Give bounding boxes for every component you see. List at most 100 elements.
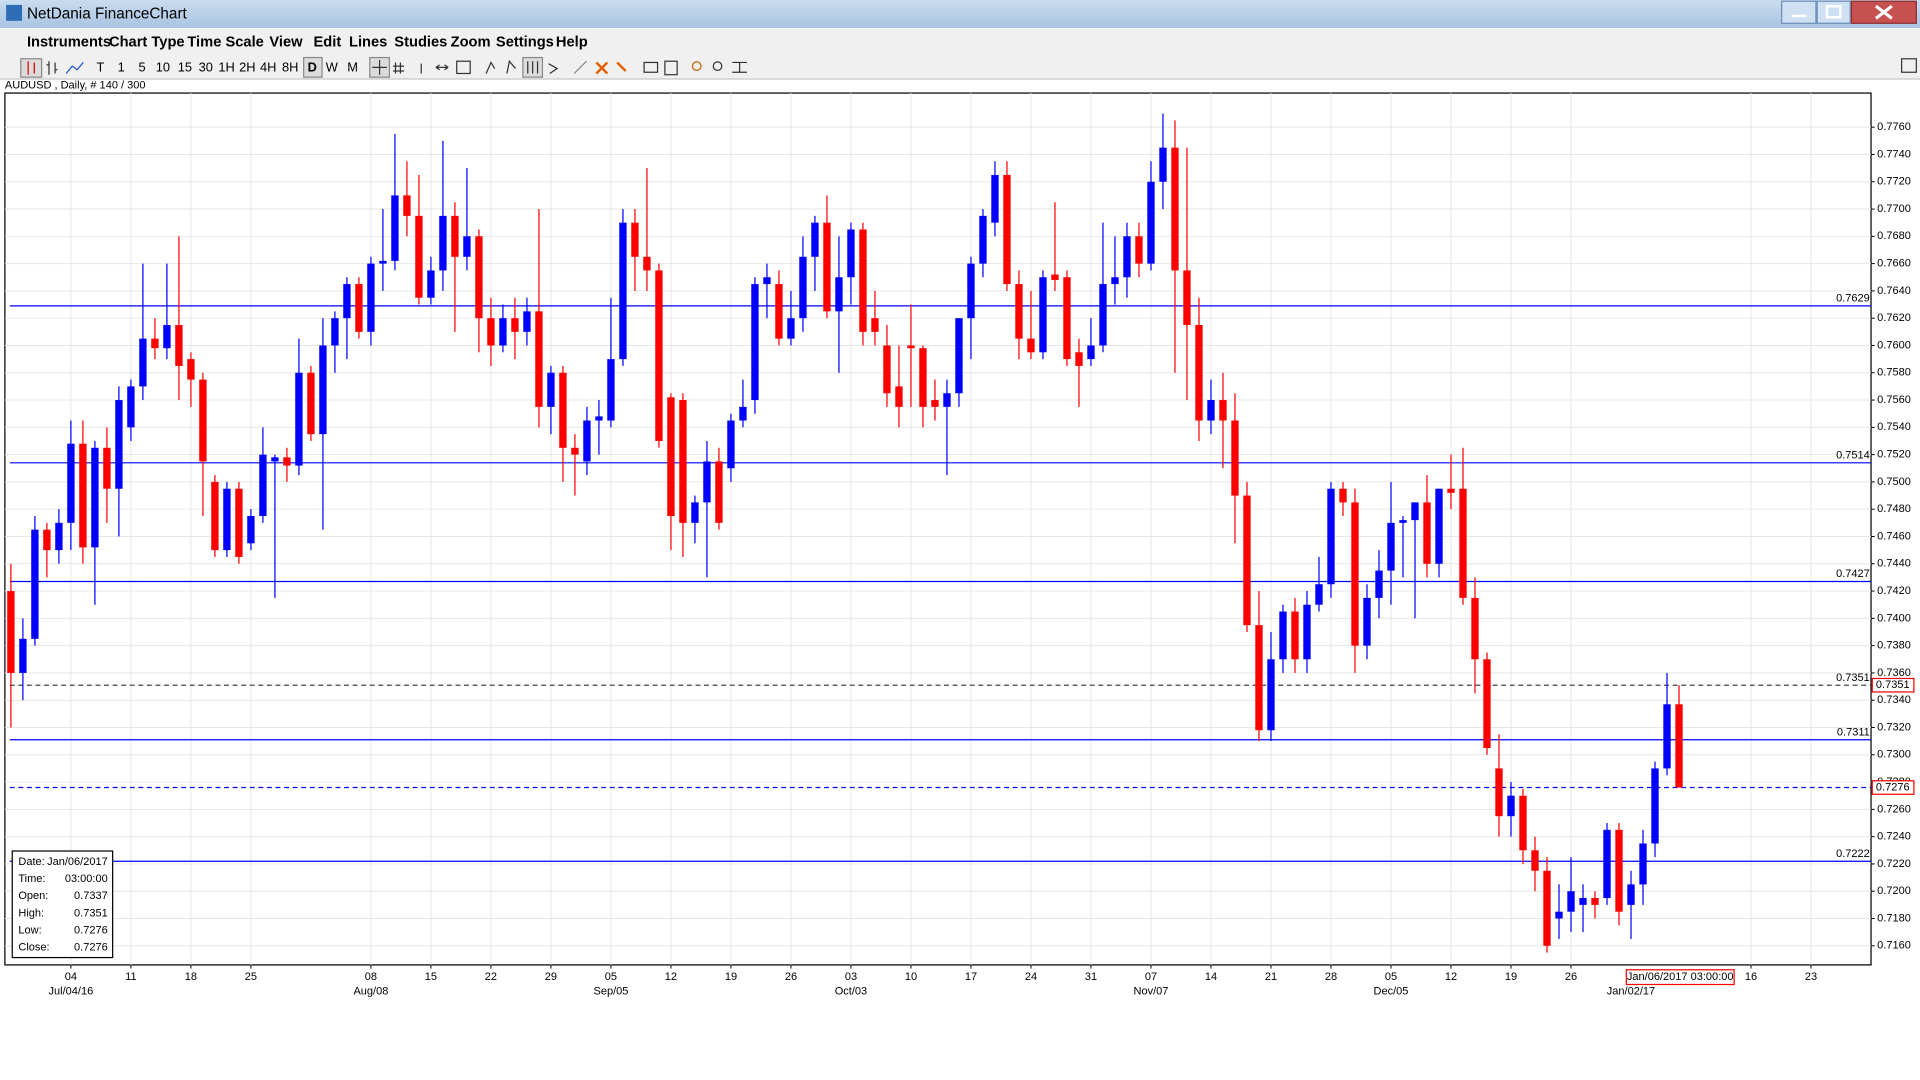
menu-item[interactable]: View	[269, 35, 303, 51]
timeframe-button[interactable]: 2H	[239, 59, 255, 74]
print-icon[interactable]	[643, 61, 659, 73]
candle-body	[919, 348, 927, 407]
candle-body	[91, 447, 99, 548]
window-title: NetDania FinanceChart	[27, 6, 188, 23]
candle-body	[1327, 488, 1335, 585]
candle-body	[67, 443, 75, 523]
candle-body	[463, 236, 471, 257]
menu-item[interactable]: Settings	[496, 35, 554, 51]
timeframe-button[interactable]: 1	[118, 59, 125, 74]
candle-body	[955, 318, 963, 394]
candle-body	[1267, 659, 1275, 731]
timeframe-button[interactable]: 8H	[282, 59, 298, 74]
info-box	[11, 850, 114, 959]
x-tick-label: 28	[1325, 971, 1337, 983]
timeframe-button[interactable]: 5	[138, 59, 145, 74]
menu-item[interactable]: Edit	[313, 35, 341, 51]
study-icon[interactable]	[485, 59, 516, 74]
delete-icon[interactable]	[595, 61, 609, 75]
crosshair-price-tag: 0.7351	[1876, 679, 1910, 691]
maximize-button[interactable]	[1816, 0, 1851, 24]
candle-body	[1075, 352, 1083, 366]
candle-body	[1231, 420, 1239, 496]
timeframe-button[interactable]: T	[96, 59, 104, 74]
trendline-icon[interactable]	[573, 60, 587, 74]
candle-body	[1579, 898, 1587, 905]
candle-body	[127, 386, 135, 428]
candle-body	[655, 270, 663, 441]
menu-item[interactable]: Studies	[394, 35, 447, 51]
y-tick-label: 0.7420	[1877, 585, 1911, 597]
timeframe-button[interactable]: 15	[178, 59, 192, 74]
menu-item[interactable]: Lines	[349, 35, 387, 51]
y-tick-label: 0.7260	[1877, 803, 1911, 815]
candle-body	[1483, 659, 1491, 748]
candle-body	[1027, 338, 1035, 353]
x-tick-label: 17	[965, 971, 977, 983]
menu-item[interactable]: Instruments	[27, 35, 111, 51]
info-key: Open:	[18, 890, 48, 902]
candle-tool[interactable]	[20, 58, 43, 78]
selected-timeframe-box	[303, 56, 323, 78]
y-tick-label: 0.7340	[1877, 694, 1911, 706]
menu-item[interactable]: Help	[556, 35, 588, 51]
zoom-in-icon[interactable]	[691, 61, 702, 72]
candle-body	[811, 222, 819, 257]
timeframe-button[interactable]: W	[326, 59, 339, 74]
crosshair-price-box	[1871, 677, 1915, 693]
x-major-label: Nov/07	[1134, 986, 1169, 998]
candle-body	[31, 529, 39, 639]
volume-icon[interactable]	[456, 60, 471, 75]
candle-body	[1495, 768, 1503, 817]
candle-body	[1387, 522, 1395, 571]
chart: 0.7160 0.7180 0.7200 0.7220 0.7240 0.7260 0.72…	[4, 93, 1915, 998]
candle-body	[43, 529, 51, 551]
crosshair-label: 0.7351	[1836, 672, 1870, 684]
y-tick-label: 0.7720	[1877, 176, 1911, 188]
scroll-icon[interactable]	[435, 64, 449, 71]
timeframe-button[interactable]: 4H	[260, 59, 276, 74]
crosshair-icon	[372, 60, 387, 75]
candle-body	[247, 516, 255, 544]
menu-item[interactable]: Zoom	[451, 35, 491, 51]
y-tick-label: 0.7620	[1877, 312, 1911, 324]
page-icon[interactable]	[664, 60, 678, 76]
x-major-label: Sep/05	[593, 986, 628, 998]
candle-body	[199, 379, 207, 462]
x-tick-label: 15	[425, 971, 437, 983]
timeframe-button[interactable]: 10	[156, 59, 170, 74]
delete-all-icon[interactable]	[616, 61, 627, 72]
candle-body	[187, 359, 195, 380]
candle-body	[1147, 181, 1155, 264]
info-key: Low:	[18, 925, 41, 937]
bar-icon[interactable]	[46, 61, 58, 75]
timeframe-button[interactable]: D	[308, 59, 317, 74]
candle-body	[1555, 911, 1563, 919]
candle-body	[1015, 284, 1023, 339]
menu-item[interactable]: Time Scale	[187, 35, 263, 51]
line-icon[interactable]	[65, 62, 84, 74]
candle-body	[1627, 884, 1635, 905]
x-tick-label: 19	[1505, 971, 1517, 983]
fit-icon[interactable]	[732, 61, 747, 73]
info-value: 0.7276	[74, 925, 108, 937]
candle-body	[1363, 597, 1371, 646]
timeframe-button[interactable]: 1H	[218, 59, 234, 74]
y-tick-label: 0.7500	[1877, 476, 1911, 488]
panel-icon[interactable]	[1901, 58, 1917, 73]
y-tick-label: 0.7680	[1877, 230, 1911, 242]
menu-item[interactable]: Chart Type	[109, 35, 185, 51]
arrow-icon[interactable]	[548, 63, 559, 74]
candle-body	[439, 215, 447, 271]
candle-body	[1603, 829, 1611, 899]
zoom-out-icon[interactable]	[712, 61, 723, 72]
candle-body	[547, 372, 555, 407]
timeframe-button[interactable]: 30	[199, 59, 213, 74]
x-tick-label: 31	[1085, 971, 1097, 983]
grid-icon[interactable]	[393, 62, 405, 74]
minimize-button[interactable]	[1781, 0, 1817, 24]
candle-body	[643, 256, 651, 271]
x-tick-label: 16	[1745, 971, 1757, 983]
timeframe-button[interactable]: M	[347, 59, 358, 74]
candle-body	[1531, 850, 1539, 871]
